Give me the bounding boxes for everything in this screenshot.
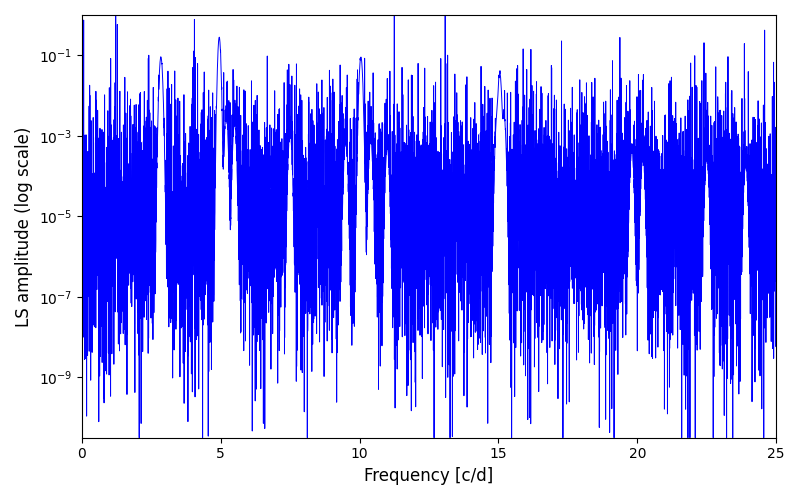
X-axis label: Frequency [c/d]: Frequency [c/d] (364, 467, 494, 485)
Y-axis label: LS amplitude (log scale): LS amplitude (log scale) (15, 126, 33, 326)
